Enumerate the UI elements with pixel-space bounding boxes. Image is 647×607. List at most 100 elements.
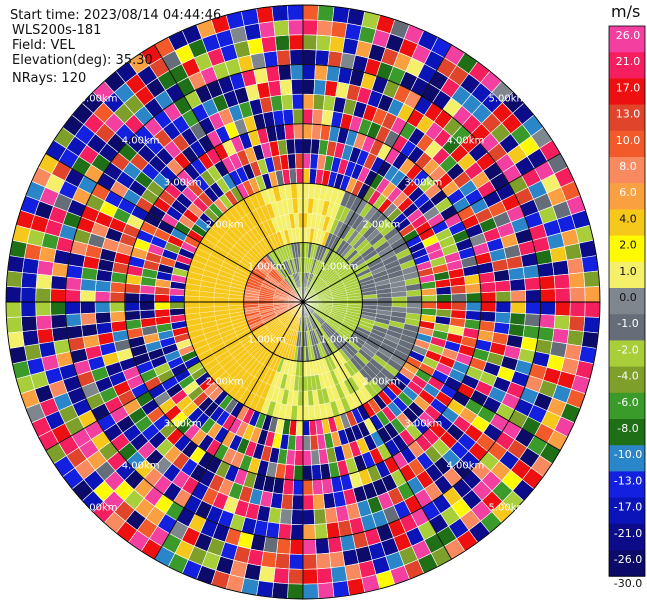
range-ring-label: 5.00km [488,94,526,105]
ppi-bin [250,52,267,70]
ppi-bin [267,80,282,98]
ppi-bin [310,449,321,466]
ppi-bin [309,434,319,451]
ppi-bin [302,183,310,199]
ppi-bin [287,19,304,36]
ppi-bin [289,49,304,66]
colorbar-tick-label: -10.0 [614,448,642,461]
ppi-bin [247,37,264,56]
colorbar-tick-label: -21.0 [614,527,642,540]
colorbar-segment [609,550,645,577]
ppi-bin [109,291,126,303]
ppi-bin [566,257,584,275]
ppi-bin [329,550,346,569]
ppi-bin [35,287,52,303]
ppi-bin [302,435,312,451]
ppi-bin [330,21,348,39]
ppi-bin [36,328,55,345]
ppi-bin [50,301,67,316]
ppi-bin [276,49,291,67]
colorbar-segment [609,209,645,237]
ppi-bin [551,259,570,276]
colorbar-segment [609,183,645,210]
ppi-bin [282,478,294,496]
colorbar-tick-label: -13.0 [614,474,642,487]
ppi-bin [554,301,571,317]
ppi-bin [302,509,315,526]
ppi-bin [5,301,22,318]
ppi-bin [313,508,327,525]
ppi-bin [294,435,304,451]
range-ring-label: 1.00km [320,334,358,345]
colorbar-tick-label: -6.0 [617,396,638,409]
colorbar-tick-label: 8.0 [619,160,637,173]
ppi-bin [465,292,482,303]
ppi-bin [36,259,55,276]
ppi-bin [124,310,141,321]
ppi-bin [294,153,304,169]
ppi-bin [302,153,312,169]
ppi-bin [290,524,304,540]
start-time-text: Start time: 2023/08/14 04:44:46 [10,8,221,23]
range-ring-label: 4.00km [446,460,484,471]
ppi-bin [435,286,452,296]
ppi-bin [273,567,290,585]
ppi-bin [291,494,304,511]
ppi-bin [302,197,309,214]
ppi-bin [294,449,304,466]
ppi-bin [302,361,308,377]
ppi-bin [296,405,304,421]
colorbar-segment [609,523,645,551]
ppi-bin [524,313,541,328]
colorbar-frame [608,25,646,577]
ppi-bin [302,49,317,66]
azimuth-spoke [154,44,304,303]
colorbar-segment [609,157,645,184]
ppi-bin [569,301,586,318]
ppi-bin [22,329,40,347]
colorbar-segment [609,471,645,499]
ppi-bin [302,524,316,540]
colorbar-tick-label: 13.0 [616,108,641,121]
range-ring-label: 4.00km [446,136,484,147]
ppi-bin [95,321,113,335]
ppi-bin [258,21,276,39]
colorbar-tick-label: -1.0 [617,317,638,330]
ppi-bin [289,538,304,555]
azimuth-spoke [45,301,304,451]
ppi-bin [274,34,291,52]
ppi-bin [479,281,497,293]
ppi-bin [80,278,97,292]
ppi-bin [316,19,333,37]
ppi-bin [288,168,298,185]
ppi-bin [315,552,332,570]
ppi-bin [79,290,96,303]
ppi-bin [362,297,378,303]
ppi-bin [321,477,334,495]
ppi-bin [297,390,304,407]
ppi-bin [406,301,422,309]
ppi-bin [295,420,304,436]
ppi-bin [184,301,200,309]
ppi-bin [391,301,408,308]
ppi-bin [273,19,290,37]
ppi-bin [65,289,81,303]
ppi-bin [302,479,314,496]
ppi-bin [315,34,332,52]
range-ring-label: 2.00km [206,376,244,387]
ppi-bin [406,295,422,303]
ppi-bin [314,64,329,81]
ppi-bin [314,523,329,540]
ppi-bin [535,249,553,266]
colorbar: 26.0 21.0 17.0 13.0 10.0 8.0 6.0 4.0 2.0 1.0 0.0 -1… [608,25,646,590]
ppi-bin [311,464,322,481]
ppi-bin [124,301,141,312]
ppi-bin [7,331,25,349]
ppi-bin [465,301,482,312]
ppi-bin [80,312,97,326]
ppi-bin [566,329,584,347]
ppi-bin [50,314,68,329]
ppi-bin [302,420,311,436]
ppi-bin [169,307,186,317]
ppi-bin [327,536,343,554]
